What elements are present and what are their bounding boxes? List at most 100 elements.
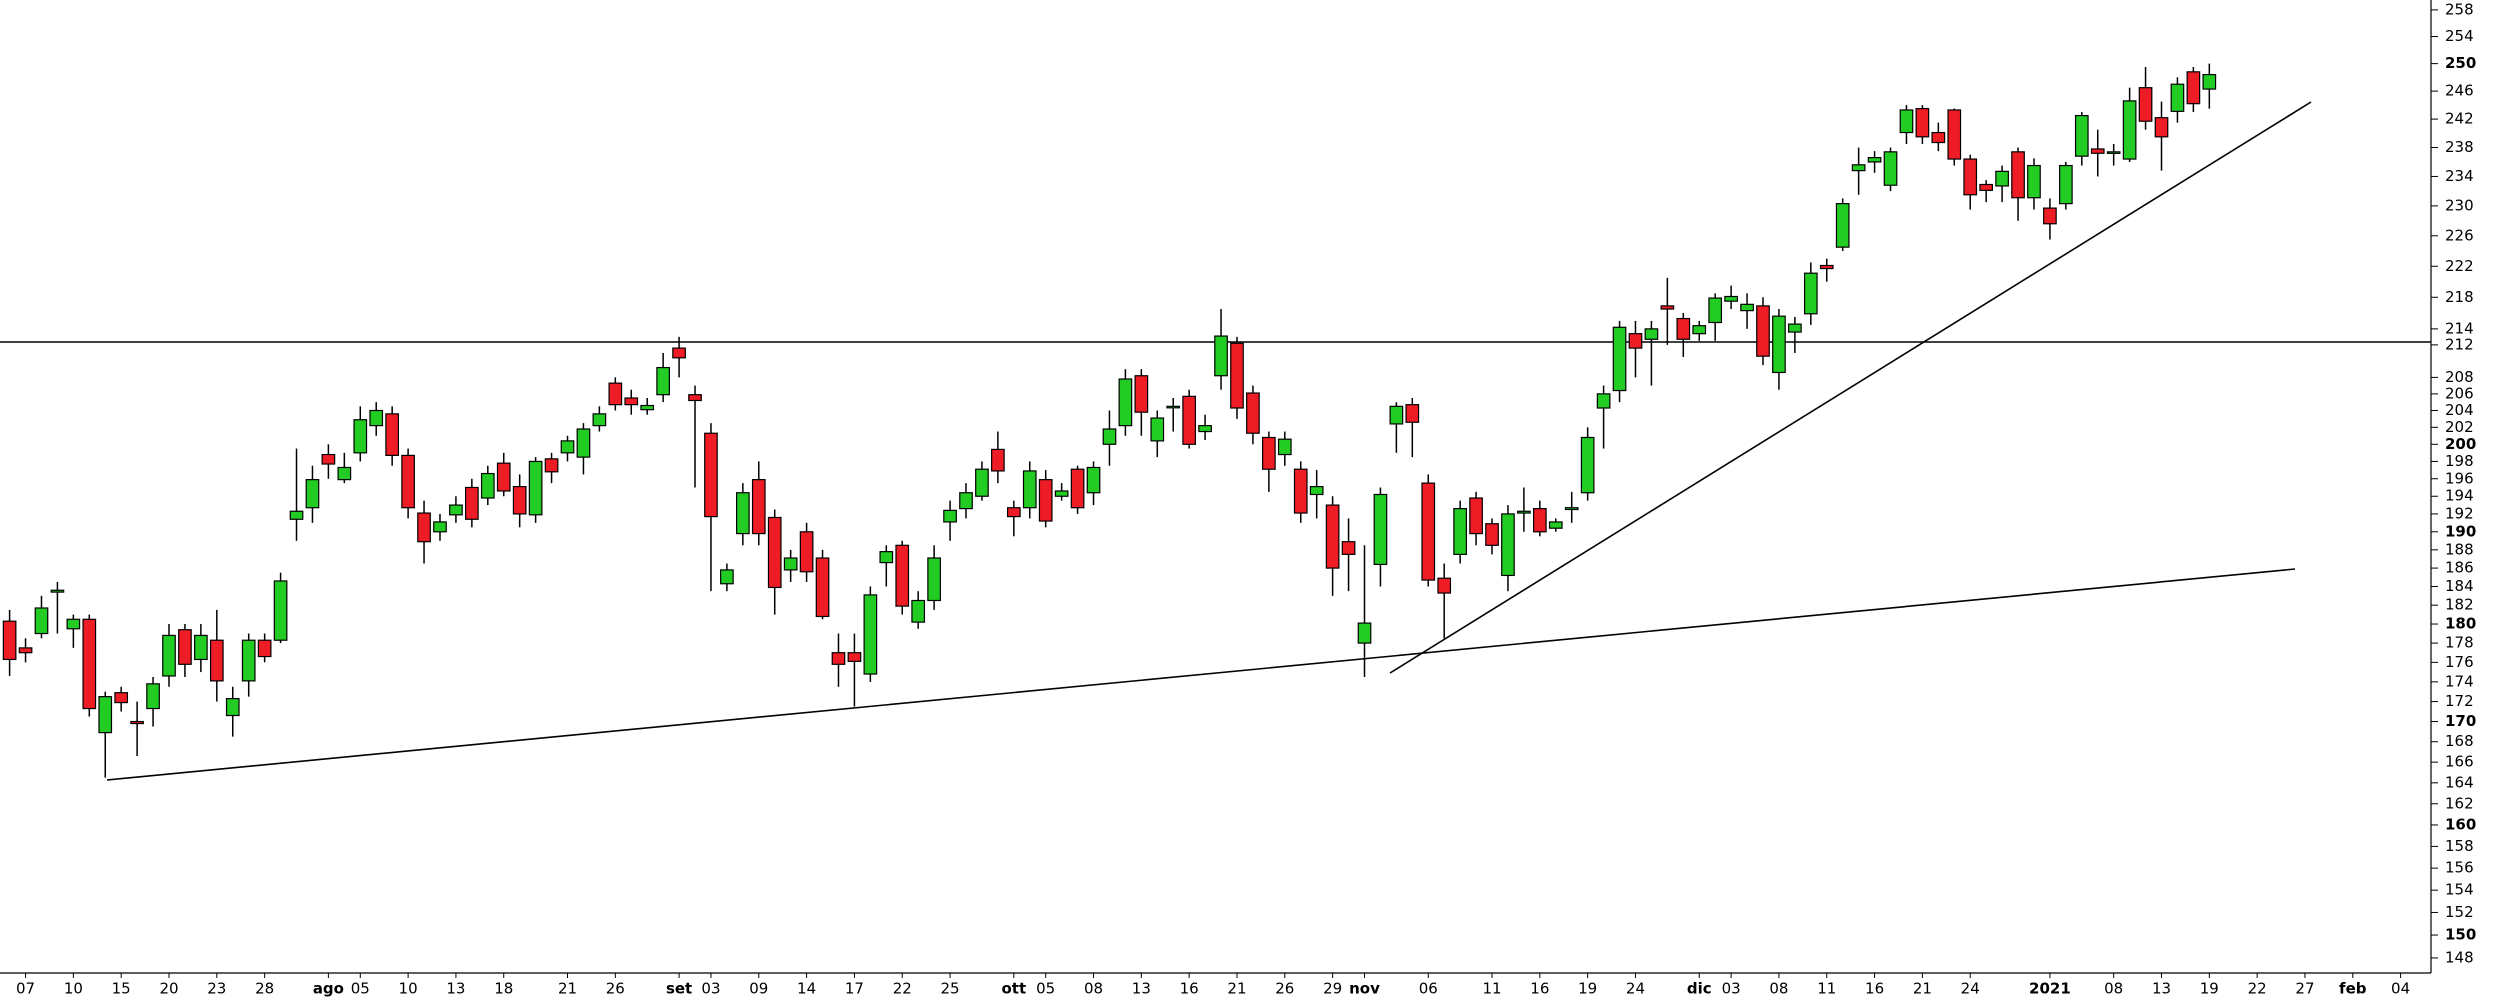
y-tick-label: 254 bbox=[2445, 27, 2474, 45]
x-tick-label: 19 bbox=[1578, 980, 1597, 998]
candle-body bbox=[1230, 342, 1244, 409]
y-tick-label: 174 bbox=[2445, 672, 2474, 690]
y-tick-label: 176 bbox=[2445, 653, 2474, 671]
candle-body bbox=[2122, 100, 2137, 160]
candle-body bbox=[305, 479, 320, 509]
x-tick-label: 17 bbox=[845, 980, 864, 998]
candle-body bbox=[1325, 504, 1340, 569]
candle-body bbox=[1803, 272, 1818, 315]
candle-body bbox=[1772, 315, 1786, 374]
y-tick-label: 198 bbox=[2445, 452, 2474, 470]
candle-body bbox=[1501, 513, 1515, 577]
candle-body bbox=[959, 492, 973, 510]
candle-body bbox=[767, 516, 782, 589]
x-tick-label: 27 bbox=[2295, 980, 2314, 998]
candle-body bbox=[1517, 510, 1531, 514]
candle-body bbox=[1883, 151, 1898, 186]
candle-body bbox=[576, 428, 591, 458]
candle-body bbox=[1086, 466, 1101, 494]
candle-body bbox=[1373, 493, 1388, 566]
candle-body bbox=[241, 639, 256, 682]
candle-body bbox=[1070, 468, 1085, 509]
candle-body bbox=[1963, 158, 1978, 196]
candle-body bbox=[1469, 497, 1483, 535]
candle-body bbox=[1118, 378, 1133, 427]
x-tick-label: 03 bbox=[1722, 980, 1741, 998]
y-tick-label: 212 bbox=[2445, 335, 2474, 353]
y-tick-label: 202 bbox=[2445, 418, 2474, 436]
y-tick-label: 166 bbox=[2445, 753, 2474, 771]
y-tick-label: 152 bbox=[2445, 903, 2474, 921]
candle-body bbox=[1708, 297, 1723, 324]
candle-body bbox=[2154, 117, 2169, 138]
candle-body bbox=[1309, 486, 1324, 496]
candle-body bbox=[1453, 508, 1467, 555]
candle-body bbox=[1022, 470, 1037, 509]
candles bbox=[2, 63, 2217, 778]
x-tick-label: 22 bbox=[2248, 980, 2267, 998]
candle-body bbox=[130, 720, 144, 725]
x-tick-label: 25 bbox=[941, 980, 960, 998]
y-tick-label: 194 bbox=[2445, 487, 2474, 505]
candle-body bbox=[1548, 521, 1563, 529]
candle-body bbox=[1899, 109, 1914, 134]
candle-body bbox=[449, 504, 463, 516]
x-tick-label: 07 bbox=[16, 980, 35, 998]
rising-trendline bbox=[1389, 101, 2312, 674]
candle-body bbox=[512, 486, 527, 515]
candle-body bbox=[401, 454, 415, 509]
x-tick-label: 26 bbox=[1275, 980, 1294, 998]
x-tick-label: 20 bbox=[159, 980, 178, 998]
x-tick-label: 13 bbox=[446, 980, 465, 998]
candle-body bbox=[257, 639, 272, 658]
x-tick-label: 08 bbox=[1769, 980, 1788, 998]
candle-body bbox=[465, 486, 479, 520]
candle-body bbox=[943, 509, 957, 523]
y-tick-label: 250 bbox=[2445, 54, 2476, 72]
y-tick-label: 234 bbox=[2445, 167, 2474, 185]
x-tick-label: 10 bbox=[399, 980, 418, 998]
candle-body bbox=[1660, 305, 1675, 310]
x-tick-label: 29 bbox=[1323, 980, 1342, 998]
candle-body bbox=[863, 594, 878, 675]
candle-body bbox=[1564, 507, 1579, 511]
candle-body bbox=[656, 366, 670, 396]
candle-body bbox=[480, 472, 495, 499]
candle-body bbox=[433, 521, 447, 533]
candle-body bbox=[98, 696, 113, 734]
y-tick-label: 172 bbox=[2445, 692, 2474, 710]
candle-body bbox=[1293, 468, 1308, 514]
candle-body bbox=[2186, 71, 2201, 105]
x-tick-label: 15 bbox=[112, 980, 131, 998]
y-tick-label: 154 bbox=[2445, 881, 2474, 899]
y-tick-label: 178 bbox=[2445, 634, 2474, 652]
candle-body bbox=[640, 404, 655, 411]
candle-body bbox=[831, 652, 846, 665]
candle-body bbox=[927, 557, 941, 602]
candle-body bbox=[975, 468, 989, 497]
candle-body bbox=[225, 698, 240, 717]
y-tick-label: 208 bbox=[2445, 368, 2474, 386]
candle-body bbox=[1947, 109, 1962, 160]
y-tick-label: 230 bbox=[2445, 196, 2474, 214]
candle-body bbox=[1134, 375, 1149, 413]
candle-body bbox=[720, 569, 734, 585]
candle-body bbox=[799, 531, 814, 573]
candle-body bbox=[194, 634, 208, 661]
x-tick-label: feb bbox=[2339, 980, 2367, 998]
y-tick-label: 184 bbox=[2445, 577, 2474, 595]
y-tick-label: 226 bbox=[2445, 226, 2474, 244]
x-tick-label: 10 bbox=[64, 980, 83, 998]
x-tick-label: 24 bbox=[1626, 980, 1645, 998]
candle-body bbox=[1915, 107, 1930, 138]
candle-body bbox=[369, 409, 384, 427]
candle-body bbox=[688, 394, 702, 402]
candle-body bbox=[2138, 87, 2153, 122]
y-tick-label: 168 bbox=[2445, 732, 2474, 750]
x-tick-label: 23 bbox=[207, 980, 226, 998]
candle-body bbox=[815, 557, 830, 618]
candle-body bbox=[496, 462, 511, 492]
candle-body bbox=[1277, 438, 1292, 456]
